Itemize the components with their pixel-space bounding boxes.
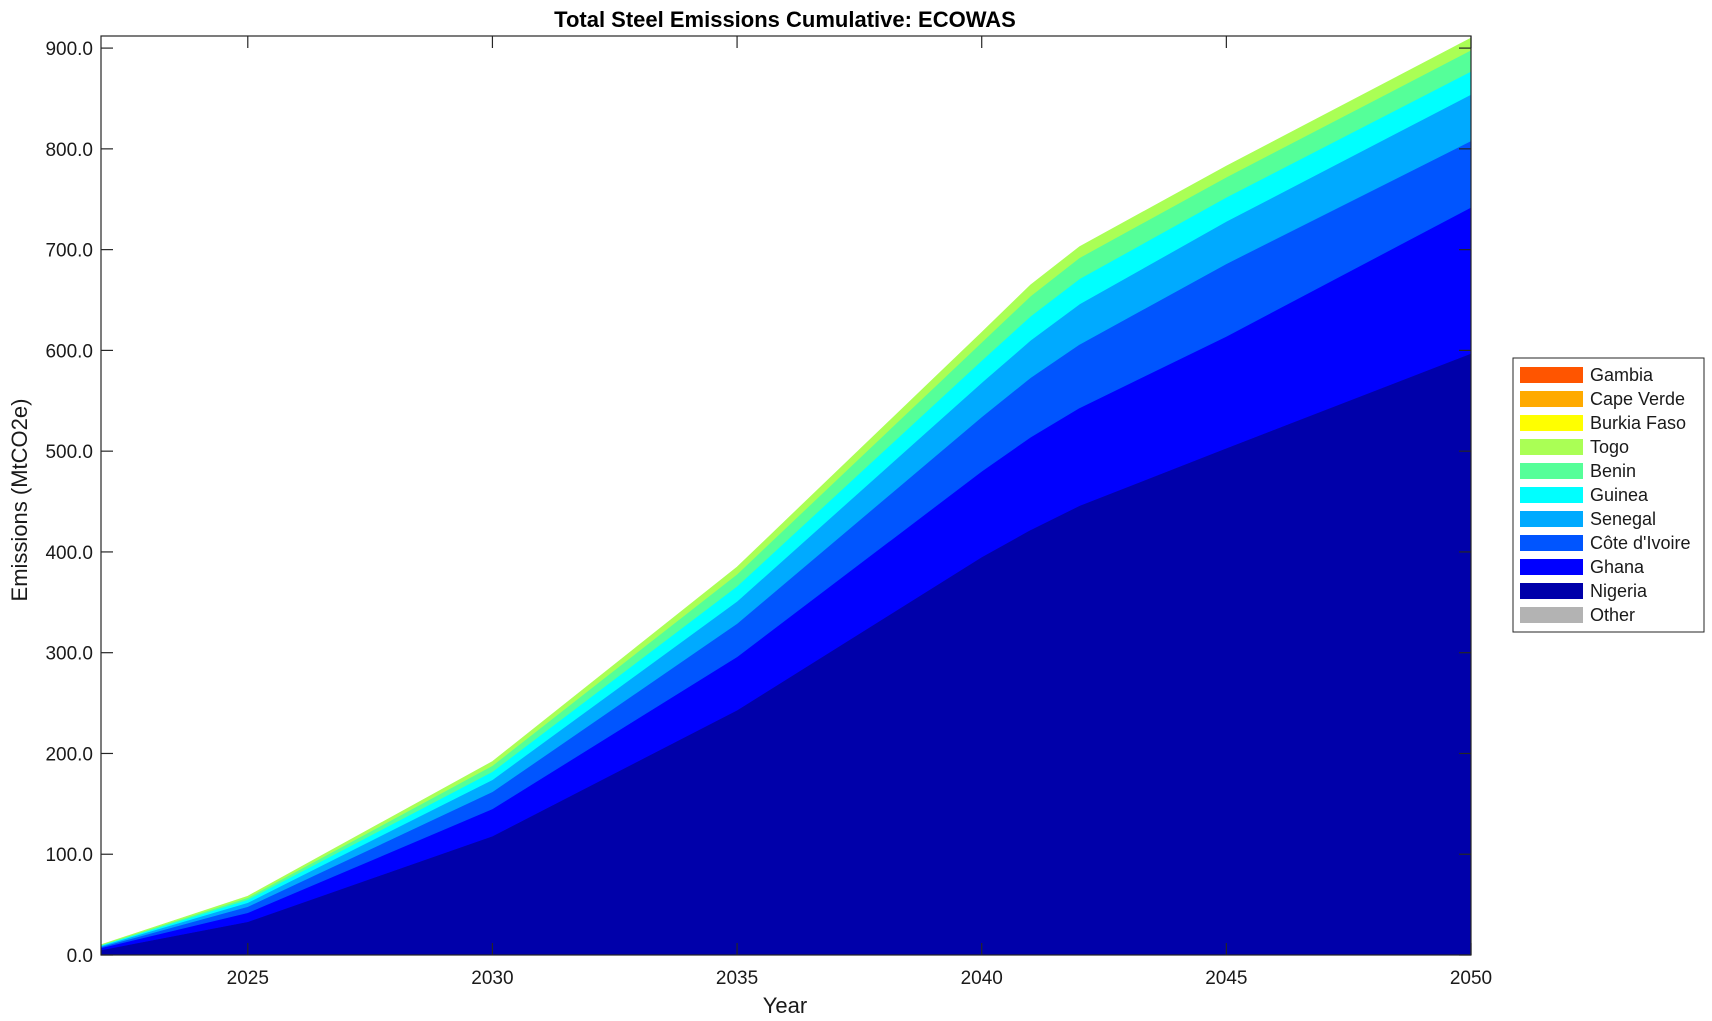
x-tick-label: 2030 (471, 968, 513, 989)
legend-swatch-nigeria (1520, 583, 1583, 599)
legend-label-cape-verde: Cape Verde (1590, 389, 1685, 409)
legend-label-gambia: Gambia (1590, 365, 1654, 385)
legend-label-guinea: Guinea (1590, 485, 1649, 505)
legend-swatch-c-te-d-ivoire (1520, 535, 1583, 551)
x-tick-label: 2050 (1450, 968, 1492, 989)
legend-label-burkia-faso: Burkia Faso (1590, 413, 1686, 433)
x-tick-label: 2045 (1205, 968, 1247, 989)
axes (100, 35, 1472, 956)
x-axis-label: Year (763, 993, 807, 1018)
legend-label-c-te-d-ivoire: Côte d'Ivoire (1590, 533, 1691, 553)
legend-swatch-senegal (1520, 511, 1583, 527)
axes-box (100, 35, 1472, 956)
y-tick-label: 300.0 (45, 644, 93, 665)
y-tick-label: 100.0 (45, 845, 93, 866)
tick-labels: 2025 2030 2035 2040 2045 2050 0.0 100.0 200.0 300… (45, 39, 1492, 989)
legend-label-other: Other (1590, 605, 1635, 625)
chart-title: Total Steel Emissions Cumulative: ECOWAS (554, 7, 1016, 32)
legend-label-senegal: Senegal (1590, 509, 1656, 529)
y-axis-label: Emissions (MtCO2e) (7, 399, 32, 602)
y-tick-label: 600.0 (45, 341, 93, 362)
y-tick-label: 400.0 (45, 543, 93, 564)
legend-label-nigeria: Nigeria (1590, 581, 1648, 601)
x-tick-label: 2040 (961, 968, 1003, 989)
y-tick-label: 900.0 (45, 39, 93, 60)
y-tick-label: 800.0 (45, 140, 93, 161)
legend-swatch-benin (1520, 463, 1583, 479)
area-series-group (100, 37, 1472, 956)
x-tick-label: 2025 (227, 968, 269, 989)
legend-swatch-burkia-faso (1520, 415, 1583, 431)
legend-swatch-togo (1520, 439, 1583, 455)
legend-label-benin: Benin (1590, 461, 1636, 481)
legend-swatch-ghana (1520, 559, 1583, 575)
y-tick-label: 200.0 (45, 744, 93, 765)
legend-swatch-guinea (1520, 487, 1583, 503)
legend-swatch-other (1520, 607, 1583, 623)
x-tick-label: 2035 (716, 968, 758, 989)
legend-label-togo: Togo (1590, 437, 1629, 457)
legend-label-ghana: Ghana (1590, 557, 1645, 577)
y-tick-label: 700.0 (45, 241, 93, 262)
y-tick-label: 0.0 (67, 946, 93, 967)
legend-swatch-cape-verde (1520, 391, 1583, 407)
y-tick-label: 500.0 (45, 442, 93, 463)
legend-swatch-gambia (1520, 367, 1583, 383)
legend: Gambia Cape Verde Burkia Faso Togo Benin Guin… (1512, 357, 1705, 633)
